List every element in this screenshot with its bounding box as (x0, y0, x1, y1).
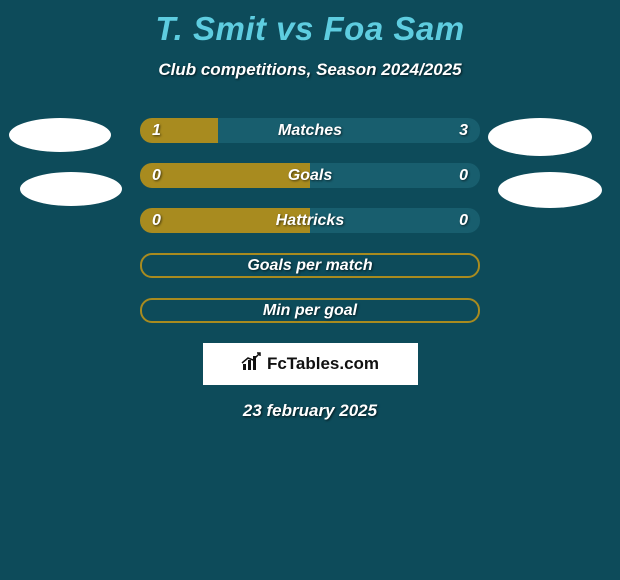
stat-value-right: 3 (459, 122, 468, 140)
stat-label: Min per goal (263, 302, 357, 320)
avatar-ellipse (488, 118, 592, 156)
avatar-ellipse-host (0, 0, 620, 1)
stat-row: Matches1 3 (140, 118, 480, 143)
stat-value-left: 0 (152, 212, 161, 230)
empty-rows-host: Goals per match Min per goal (10, 253, 610, 323)
content-area: Matches13Goals00Hattricks00 Goals per ma… (0, 118, 620, 421)
stat-row-empty: Goals per match (140, 253, 480, 278)
stat-label: Matches (140, 122, 480, 140)
stat-value-left: 1 (152, 122, 161, 140)
avatar-ellipse (20, 172, 122, 206)
stat-label: Goals per match (247, 257, 372, 275)
infographic-container: T. Smit vs Foa Sam Club competitions, Se… (0, 0, 620, 580)
source-badge: FcTables.com (203, 343, 418, 385)
stat-label: Goals (140, 167, 480, 185)
avatar-ellipse (9, 118, 111, 152)
stat-row: Hattricks0 0 (140, 208, 480, 233)
date-label: 23 february 2025 (10, 401, 610, 421)
page-title: T. Smit vs Foa Sam (0, 0, 620, 48)
avatar-ellipse (498, 172, 602, 208)
stat-label: Hattricks (140, 212, 480, 230)
subtitle: Club competitions, Season 2024/2025 (0, 60, 620, 80)
badge-text: FcTables.com (267, 354, 379, 374)
stat-value-right: 0 (459, 212, 468, 230)
stat-row: Goals0 0 (140, 163, 480, 188)
chart-icon (241, 352, 263, 377)
stat-value-left: 0 (152, 167, 161, 185)
stat-value-right: 0 (459, 167, 468, 185)
stat-row-empty: Min per goal (140, 298, 480, 323)
